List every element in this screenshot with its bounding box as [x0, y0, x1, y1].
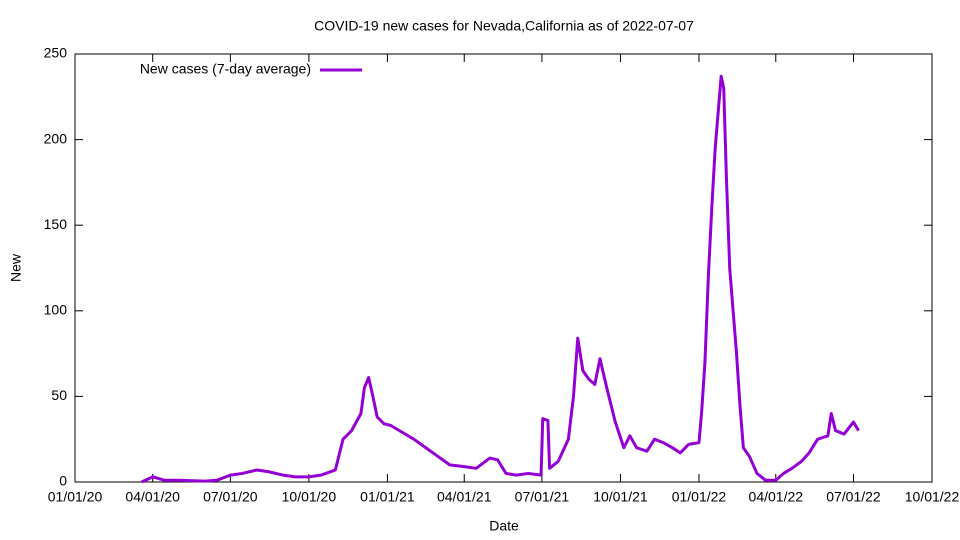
y-tick-label: 200	[44, 130, 68, 146]
y-tick-label: 0	[59, 473, 67, 489]
plot-frame	[74, 53, 933, 483]
y-tick-label: 150	[44, 216, 68, 232]
chart-title: COVID-19 new cases for Nevada,California…	[314, 18, 694, 34]
x-tick-label: 01/01/22	[672, 489, 727, 505]
data-line	[140, 74, 860, 484]
x-tick-label: 07/01/20	[203, 489, 258, 505]
y-tick-label: 250	[44, 45, 68, 61]
x-axis-label: Date	[489, 518, 519, 534]
x-tick-label: 07/01/21	[515, 489, 570, 505]
y-tick-label: 100	[44, 302, 68, 318]
y-axis-label: New	[8, 253, 24, 282]
x-tick-label: 04/01/21	[437, 489, 492, 505]
x-tick-label: 04/01/22	[749, 489, 804, 505]
x-tick-label: 07/01/22	[826, 489, 881, 505]
x-tick-label: 01/01/21	[360, 489, 415, 505]
x-tick-label: 01/01/20	[48, 489, 103, 505]
x-tick-label: 04/01/20	[125, 489, 180, 505]
y-tick-label: 50	[51, 387, 67, 403]
x-tick-label: 10/01/20	[282, 489, 337, 505]
x-tick-label: 10/01/22	[905, 489, 960, 505]
x-tick-label: 10/01/21	[593, 489, 648, 505]
legend-label: New cases (7-day average)	[140, 61, 311, 77]
